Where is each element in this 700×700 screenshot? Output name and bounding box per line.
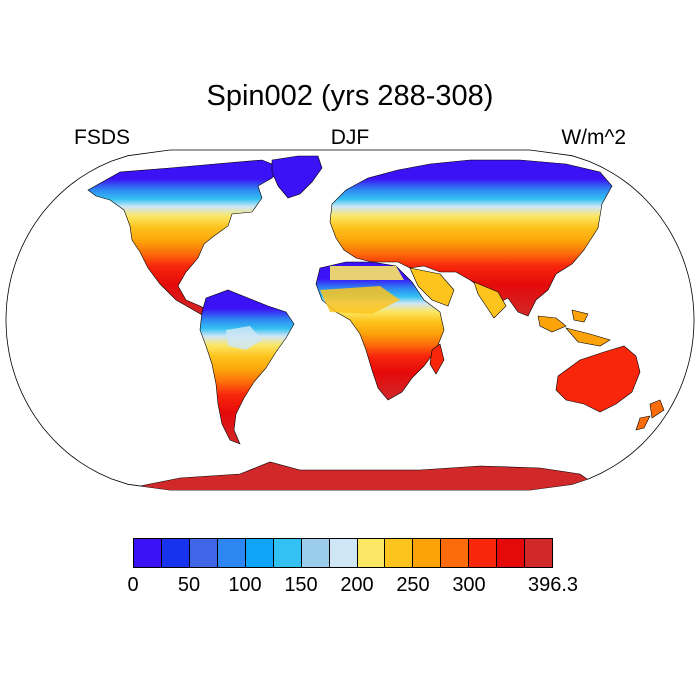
colorbar-tick-label: 250 xyxy=(396,574,430,596)
land-south-america xyxy=(199,289,295,445)
colorbar-tick-label: 300 xyxy=(452,574,486,596)
colorbar-swatch xyxy=(301,539,330,567)
land-antarctica xyxy=(119,461,601,490)
land-layer xyxy=(87,155,665,490)
colorbar-swatch xyxy=(161,539,190,567)
colorbar-swatch xyxy=(217,539,246,567)
land-eurasia xyxy=(329,159,613,317)
colorbar-tick-label: 150 xyxy=(284,574,318,596)
colorbar-swatch xyxy=(273,539,302,567)
colorbar-swatch xyxy=(357,539,386,567)
colorbar-tick-label: 396.3 xyxy=(527,574,579,596)
colorbar-swatch xyxy=(497,539,526,567)
colorbar-swatch xyxy=(441,539,470,567)
season-label: DJF xyxy=(330,126,370,149)
colorbar-tick-label: 50 xyxy=(177,574,201,596)
colorbar-swatch xyxy=(413,539,442,567)
land-arabia-india xyxy=(409,267,507,319)
land-new-zealand xyxy=(635,399,665,431)
land-greenland xyxy=(271,155,323,199)
colorbar-swatch xyxy=(385,539,414,567)
colorbar-swatch xyxy=(525,539,553,567)
colorbar-tick-label: 200 xyxy=(340,574,374,596)
colorbar-swatch xyxy=(469,539,498,567)
land-madagascar xyxy=(429,343,445,375)
land-australia xyxy=(555,345,641,413)
colorbar xyxy=(133,538,553,568)
colorbar-swatch xyxy=(189,539,218,567)
colorbar-swatch xyxy=(329,539,358,567)
colorbar-tick-label: 100 xyxy=(228,574,262,596)
detail-layer xyxy=(226,266,404,350)
map-title: Spin002 (yrs 288-308) xyxy=(206,80,494,112)
land-maritime-asia xyxy=(537,309,611,347)
units-label: W/m^2 xyxy=(561,126,626,149)
variable-label: FSDS xyxy=(74,126,131,149)
colorbar-swatch xyxy=(245,539,274,567)
colorbar-swatch xyxy=(134,539,162,567)
colorbar-tick-label: 0 xyxy=(127,574,139,596)
